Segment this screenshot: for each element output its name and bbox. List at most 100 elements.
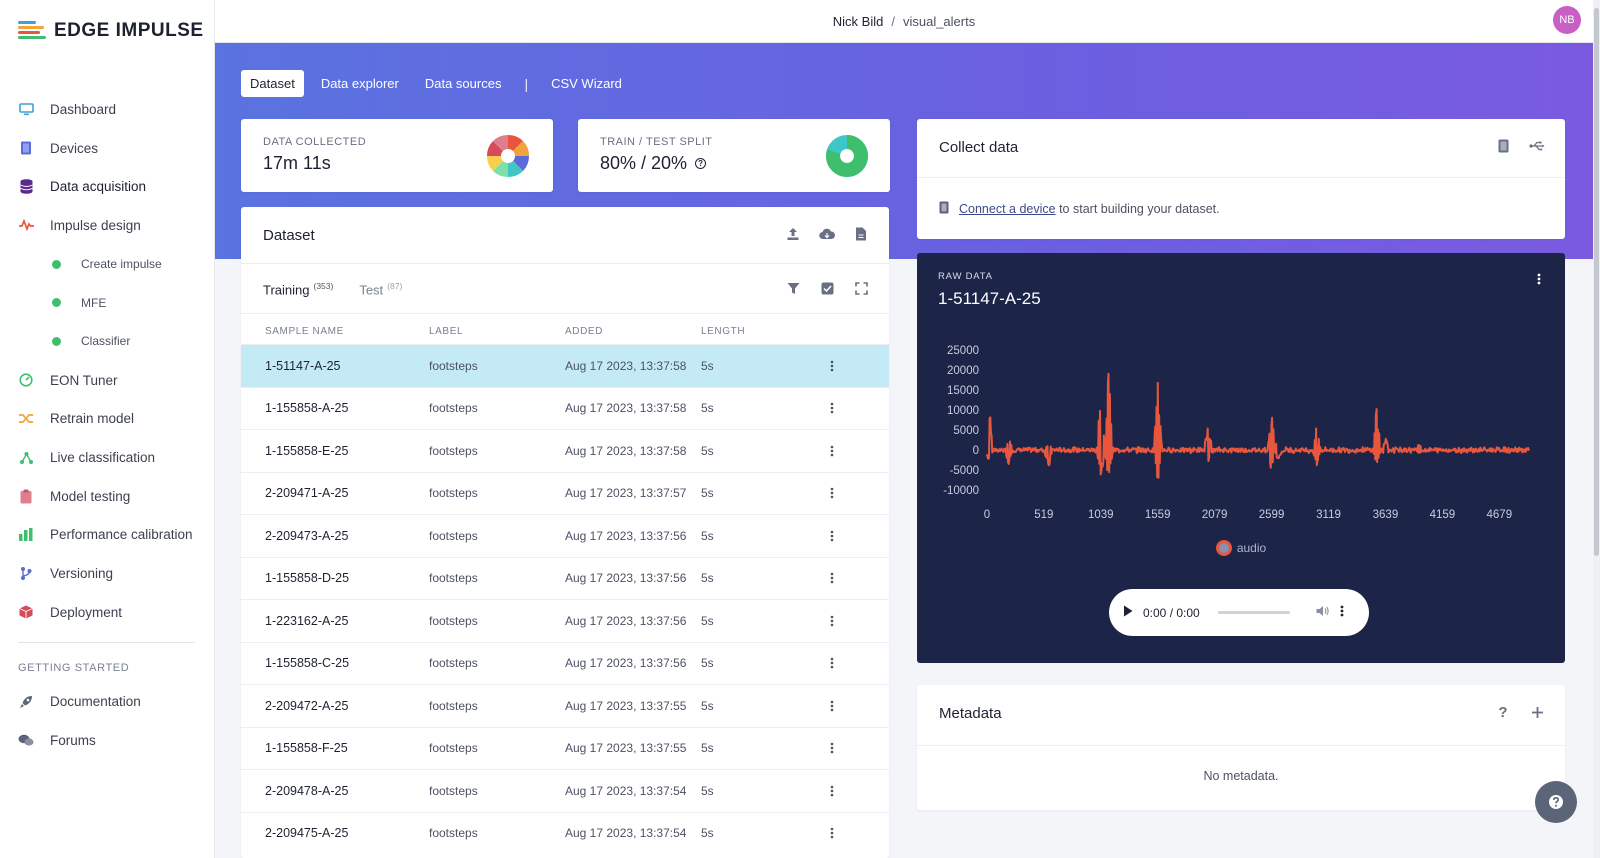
row-menu-icon[interactable]: [822, 827, 842, 839]
audio-more-options-icon[interactable]: [1340, 605, 1344, 620]
page-scrollbar-thumb[interactable]: [1594, 8, 1599, 556]
tab-test[interactable]: Test (87): [359, 281, 402, 297]
sidebar-item-data-acquisition[interactable]: Data acquisition: [0, 167, 215, 206]
sidebar-item-mfe[interactable]: MFE: [0, 283, 215, 322]
help-icon[interactable]: ?: [695, 158, 707, 169]
cloud-download-icon[interactable]: [819, 226, 835, 242]
sidebar-item-label: Retrain model: [50, 411, 135, 427]
row-menu-icon[interactable]: [822, 445, 842, 457]
logo[interactable]: EDGE IMPULSE: [18, 20, 204, 42]
sidebar-item-documentation[interactable]: Documentation: [0, 683, 215, 722]
data-collected-card: DATA COLLECTED 17m 11s: [241, 119, 553, 192]
row-menu-icon[interactable]: [822, 487, 842, 499]
usb-icon[interactable]: [1529, 138, 1545, 154]
legend-label: audio: [1236, 541, 1267, 555]
sidebar-item-devices[interactable]: Devices: [0, 129, 215, 168]
sidebar-item-retrain-model[interactable]: Retrain model: [0, 400, 215, 439]
sample-added-cell: Aug 17 2023, 13:37:55: [565, 741, 687, 756]
breadcrumb-user[interactable]: Nick Bild: [832, 13, 884, 29]
sample-table-body: 1-51147-A-25 footsteps Aug 17 2023, 13:37:…: [241, 344, 889, 854]
column-header-added[interactable]: ADDED: [565, 326, 604, 337]
export-file-icon[interactable]: [853, 226, 869, 242]
y-tick-label: 10000: [947, 405, 979, 417]
table-row[interactable]: 1-155858-D-25 footsteps Aug 17 2023, 13:37…: [241, 556, 889, 600]
table-row[interactable]: 2-209473-A-25 footsteps Aug 17 2023, 13:37…: [241, 514, 889, 557]
add-icon[interactable]: [1529, 704, 1545, 720]
chart-legend[interactable]: audio: [917, 540, 1565, 556]
tab-data-explorer[interactable]: Data explorer: [320, 76, 399, 91]
column-header-label[interactable]: LABEL: [429, 326, 464, 337]
sidebar-item-deployment[interactable]: Deployment: [0, 593, 215, 632]
connect-device-text: Connect a device to start building your …: [959, 202, 1220, 216]
tab-training[interactable]: Training (353): [263, 281, 333, 297]
column-header-length[interactable]: LENGTH: [701, 326, 746, 337]
row-menu-icon[interactable]: [822, 360, 842, 372]
row-menu-icon[interactable]: [822, 572, 842, 584]
y-tick-label: -5000: [950, 465, 979, 477]
sample-label-cell: footsteps: [429, 571, 478, 586]
help-icon[interactable]: ?: [1498, 703, 1508, 721]
breadcrumb-project[interactable]: visual_alerts: [902, 13, 976, 29]
connect-device-message: Connect a device to start building your …: [939, 201, 1220, 217]
sidebar-item-model-testing[interactable]: Model testing: [0, 477, 215, 516]
x-tick-label: 3639: [1373, 509, 1399, 521]
collect-data-actions: [1495, 138, 1545, 154]
row-menu-icon[interactable]: [822, 700, 842, 712]
dataset-actions: [785, 226, 869, 242]
row-menu-icon[interactable]: [822, 657, 842, 669]
table-row[interactable]: 2-209472-A-25 footsteps Aug 17 2023, 13:37…: [241, 684, 889, 727]
row-menu-icon[interactable]: [822, 742, 842, 754]
x-tick-label: 4159: [1430, 509, 1456, 521]
sidebar-item-impulse-design[interactable]: Impulse design: [0, 206, 215, 245]
table-row[interactable]: 1-155858-A-25 footsteps Aug 17 2023, 13:37…: [241, 386, 889, 430]
row-menu-icon[interactable]: [822, 615, 842, 627]
volume-icon[interactable]: [1316, 605, 1330, 620]
avatar[interactable]: NB: [1553, 6, 1581, 34]
dataset-subtabs: Training (353) Test (87): [263, 281, 402, 297]
table-row[interactable]: 1-155858-C-25 footsteps Aug 17 2023, 13:37…: [241, 641, 889, 685]
table-row[interactable]: 1-155858-E-25 footsteps Aug 17 2023, 13:37…: [241, 429, 889, 472]
table-row[interactable]: 2-209471-A-25 footsteps Aug 17 2023, 13:37…: [241, 471, 889, 515]
sidebar-item-dashboard[interactable]: Dashboard: [0, 90, 215, 129]
sample-name-cell: 1-223162-A-25: [265, 613, 349, 628]
table-row[interactable]: 2-209475-A-25 footsteps Aug 17 2023, 13:37…: [241, 811, 889, 855]
sample-name-cell: 1-155858-A-25: [265, 401, 349, 416]
tab-csv-wizard[interactable]: CSV Wizard: [551, 76, 622, 91]
raw-data-chart: 25000 20000 15000 10000 5000 0 -5000 -10000 0 519…: [943, 345, 1530, 521]
y-tick-label: 25000: [947, 345, 979, 357]
sidebar-item-create-impulse[interactable]: Create impulse: [0, 245, 215, 284]
sample-length-cell: 5s: [701, 443, 714, 458]
sidebar-item-forums[interactable]: Forums: [0, 721, 215, 760]
table-header: SAMPLE NAME LABEL ADDED LENGTH: [241, 313, 889, 349]
audio-seek-bar[interactable]: [1217, 611, 1290, 614]
sidebar-item-versioning[interactable]: Versioning: [0, 554, 215, 593]
table-row[interactable]: 1-155858-F-25 footsteps Aug 17 2023, 13:37…: [241, 726, 889, 770]
play-icon[interactable]: [1123, 605, 1133, 620]
sidebar-item-label: Model testing: [50, 488, 131, 504]
sample-name-cell: 2-209478-A-25: [265, 783, 349, 798]
tab-dataset[interactable]: Dataset: [241, 70, 304, 97]
sidebar-item-live-classification[interactable]: Live classification: [0, 438, 215, 477]
logo-icon: [18, 20, 48, 42]
row-menu-icon[interactable]: [822, 785, 842, 797]
table-row[interactable]: 2-209478-A-25 footsteps Aug 17 2023, 13:37…: [241, 769, 889, 812]
sidebar-item-label: Classifier: [81, 334, 131, 349]
sidebar-item-eon-tuner[interactable]: EON Tuner: [0, 361, 215, 400]
sidebar-item-performance-calibration[interactable]: Performance calibration: [0, 516, 215, 555]
device-chip-icon[interactable]: [1495, 138, 1511, 154]
upload-icon[interactable]: [785, 226, 801, 242]
expand-icon[interactable]: [853, 280, 869, 296]
column-header-name[interactable]: SAMPLE NAME: [265, 326, 344, 337]
select-checkbox-icon[interactable]: [819, 280, 835, 296]
tab-data-sources[interactable]: Data sources: [424, 76, 502, 91]
table-row[interactable]: 1-51147-A-25 footsteps Aug 17 2023, 13:37:…: [241, 344, 889, 387]
collect-data-title: Collect data: [939, 139, 1019, 156]
connect-device-link[interactable]: Connect a device: [959, 202, 1056, 216]
row-menu-icon[interactable]: [822, 530, 842, 542]
table-row[interactable]: 1-223162-A-25 footsteps Aug 17 2023, 13:37…: [241, 599, 889, 642]
more-options-icon[interactable]: [1537, 272, 1541, 290]
row-menu-icon[interactable]: [822, 402, 842, 414]
help-chat-button[interactable]: [1535, 781, 1577, 823]
filter-icon[interactable]: [785, 280, 801, 296]
sidebar-item-classifier[interactable]: Classifier: [0, 322, 215, 361]
